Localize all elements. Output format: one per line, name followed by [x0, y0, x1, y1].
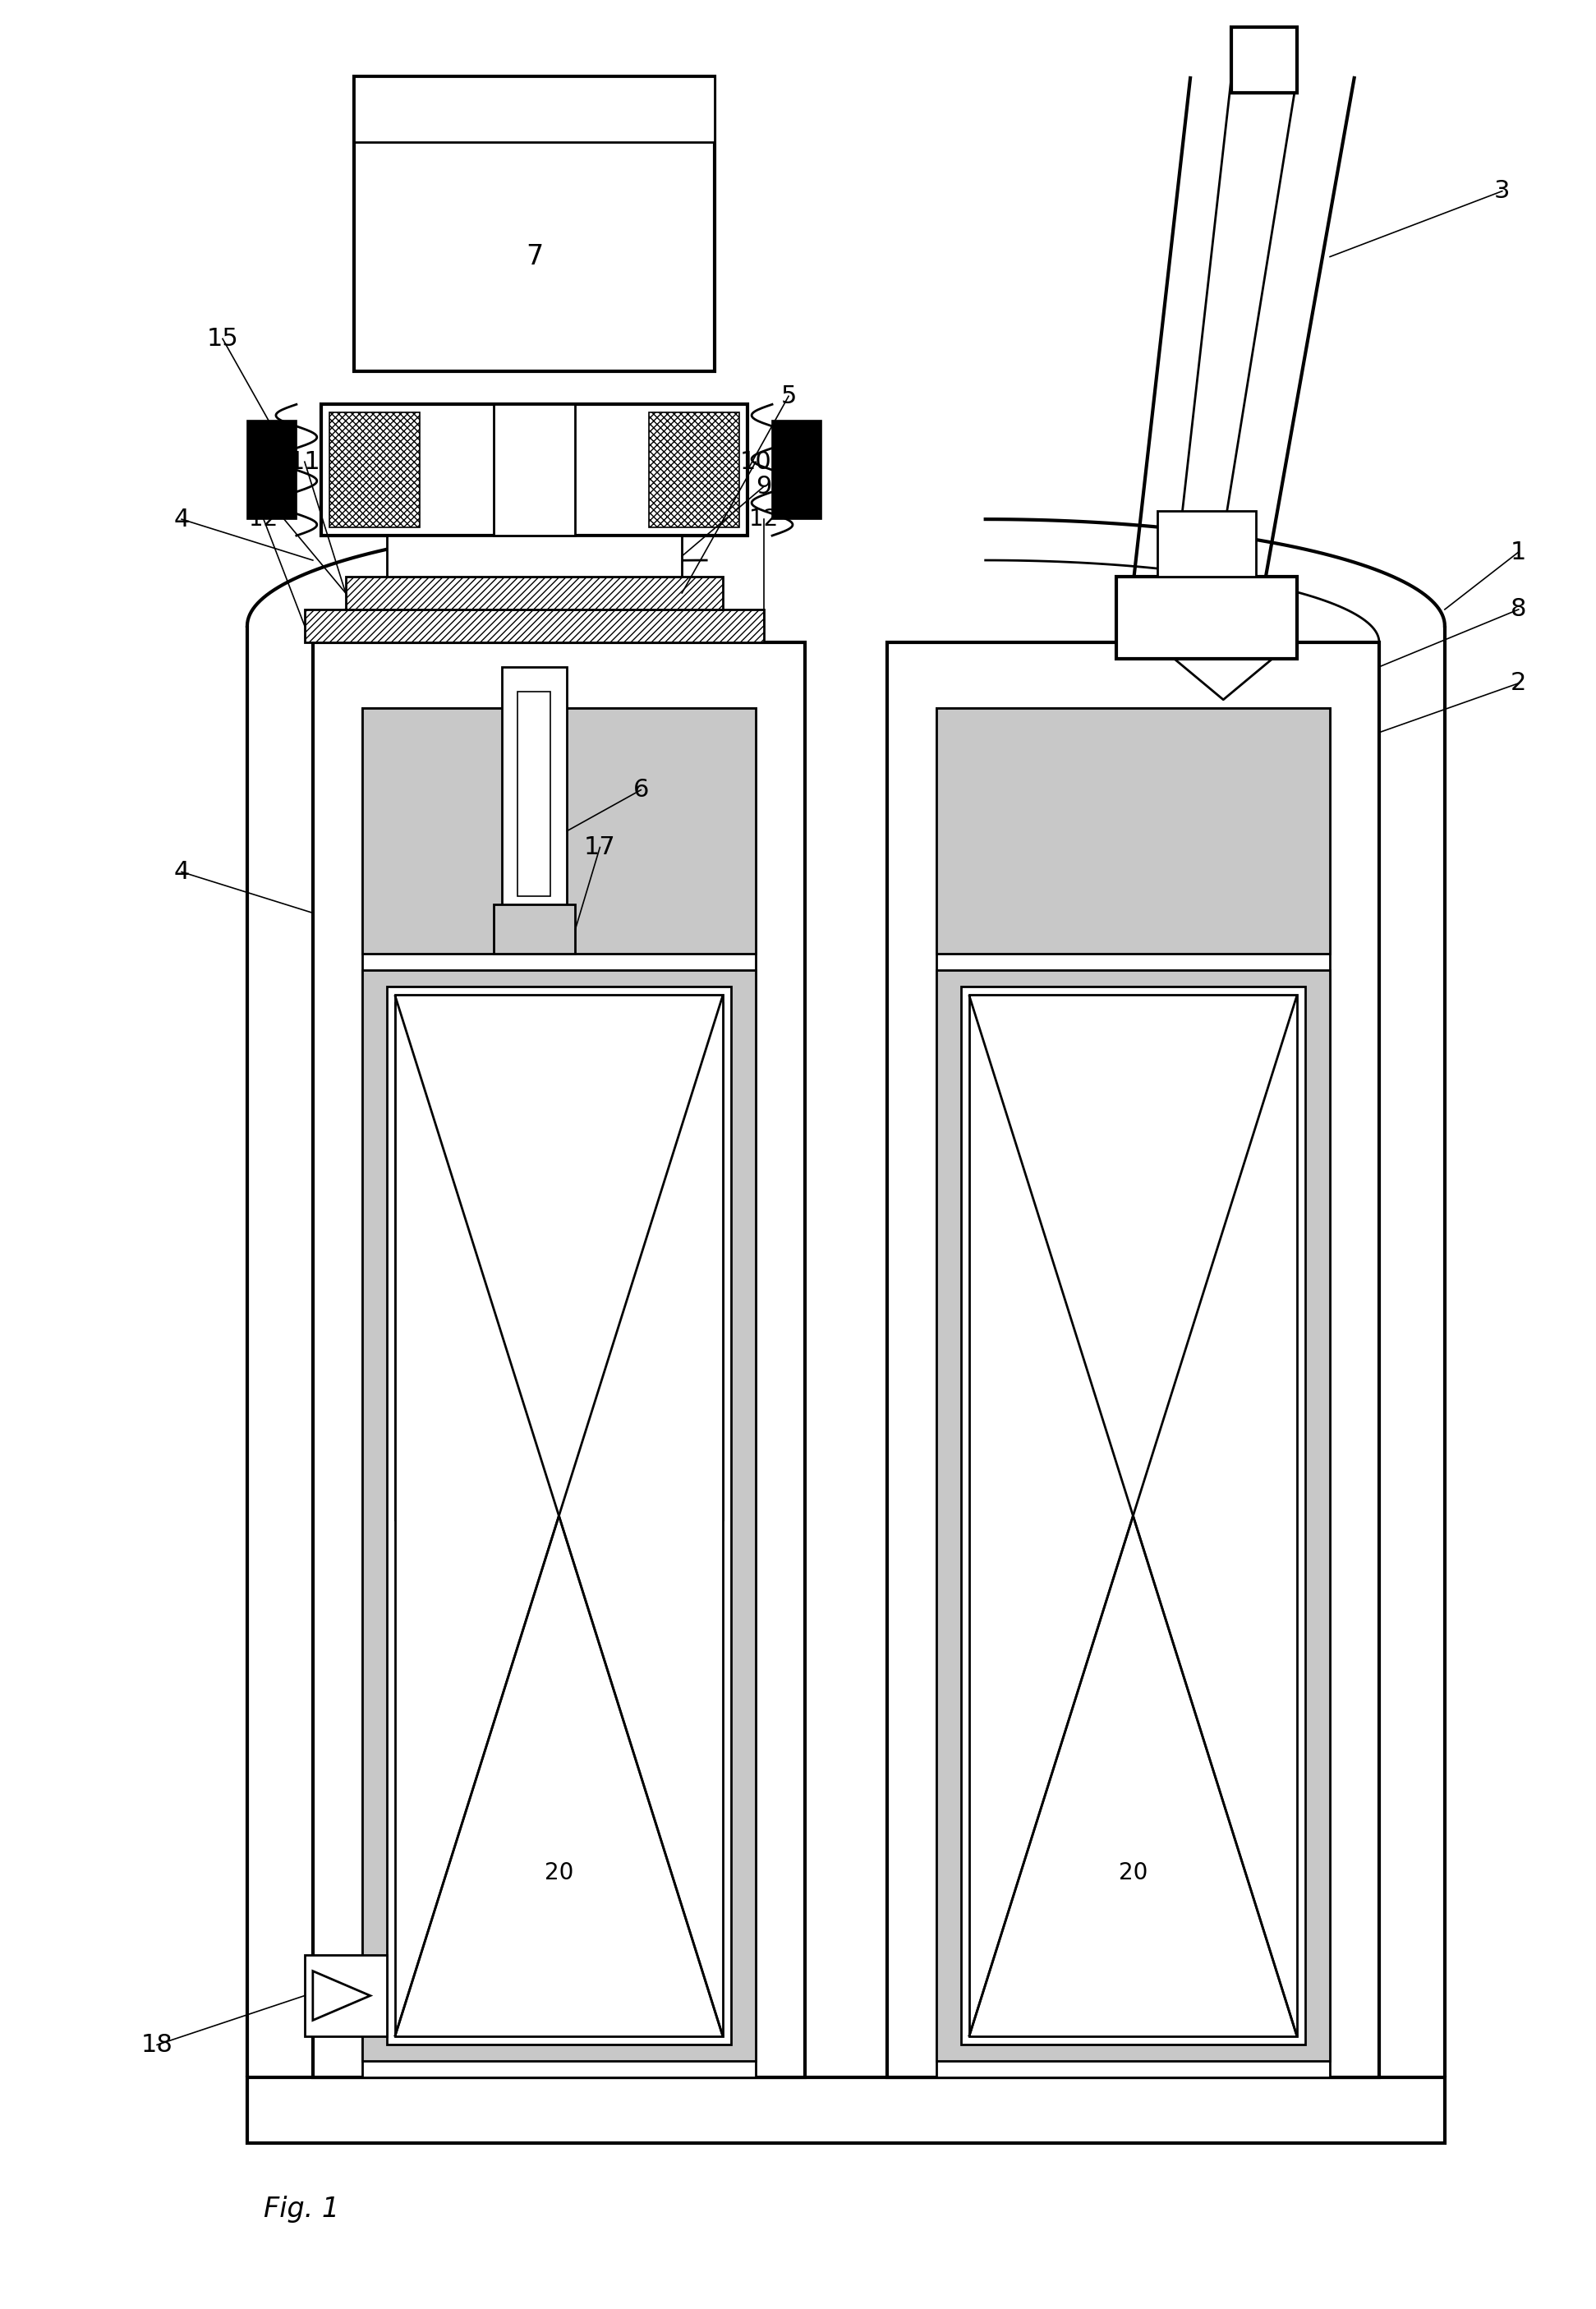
- Text: 1: 1: [1511, 540, 1526, 563]
- Bar: [305, 610, 764, 642]
- Bar: [969, 995, 1298, 2037]
- Text: 15: 15: [207, 328, 238, 351]
- Bar: [394, 1002, 723, 1519]
- Text: 20: 20: [1119, 1861, 1148, 1884]
- Polygon shape: [313, 1972, 370, 2020]
- Bar: [937, 970, 1329, 2062]
- Text: 3: 3: [1494, 180, 1510, 203]
- Text: 9: 9: [757, 476, 772, 499]
- Text: 12: 12: [249, 508, 278, 531]
- Text: 5: 5: [780, 383, 796, 409]
- Bar: [386, 536, 681, 577]
- Bar: [937, 709, 1329, 954]
- Bar: [1232, 28, 1298, 92]
- Text: 6: 6: [634, 778, 650, 801]
- Text: 4: 4: [174, 508, 190, 531]
- Text: 2: 2: [1511, 672, 1526, 695]
- Bar: [321, 404, 747, 536]
- Bar: [650, 413, 739, 526]
- Text: 20: 20: [544, 1861, 573, 1884]
- Bar: [887, 642, 1379, 2078]
- Bar: [772, 420, 822, 520]
- Text: 8: 8: [1510, 598, 1527, 621]
- Text: Fig. 1: Fig. 1: [263, 2196, 340, 2224]
- Bar: [517, 690, 551, 896]
- Bar: [362, 709, 757, 954]
- Text: 18: 18: [140, 2032, 172, 2057]
- Bar: [354, 76, 715, 372]
- Bar: [247, 420, 297, 520]
- Bar: [346, 577, 723, 610]
- Text: 11: 11: [289, 450, 321, 473]
- Text: 17: 17: [584, 836, 616, 859]
- Text: 7: 7: [525, 242, 543, 270]
- Text: 4: 4: [174, 859, 190, 884]
- Bar: [937, 709, 1329, 2078]
- Bar: [1117, 577, 1298, 658]
- Text: 12: 12: [750, 508, 779, 531]
- Bar: [386, 986, 731, 2046]
- Bar: [961, 986, 1306, 2046]
- Bar: [305, 1956, 386, 2037]
- Bar: [247, 2078, 1444, 2143]
- Bar: [493, 905, 575, 954]
- Bar: [329, 413, 420, 526]
- Bar: [313, 642, 804, 2078]
- Bar: [362, 709, 757, 2078]
- Bar: [362, 970, 757, 2062]
- Text: 13: 13: [249, 483, 278, 506]
- Bar: [493, 404, 575, 536]
- Bar: [501, 667, 567, 912]
- Text: 10: 10: [741, 450, 772, 473]
- Bar: [1157, 510, 1256, 577]
- Bar: [354, 76, 715, 141]
- Bar: [394, 995, 723, 2037]
